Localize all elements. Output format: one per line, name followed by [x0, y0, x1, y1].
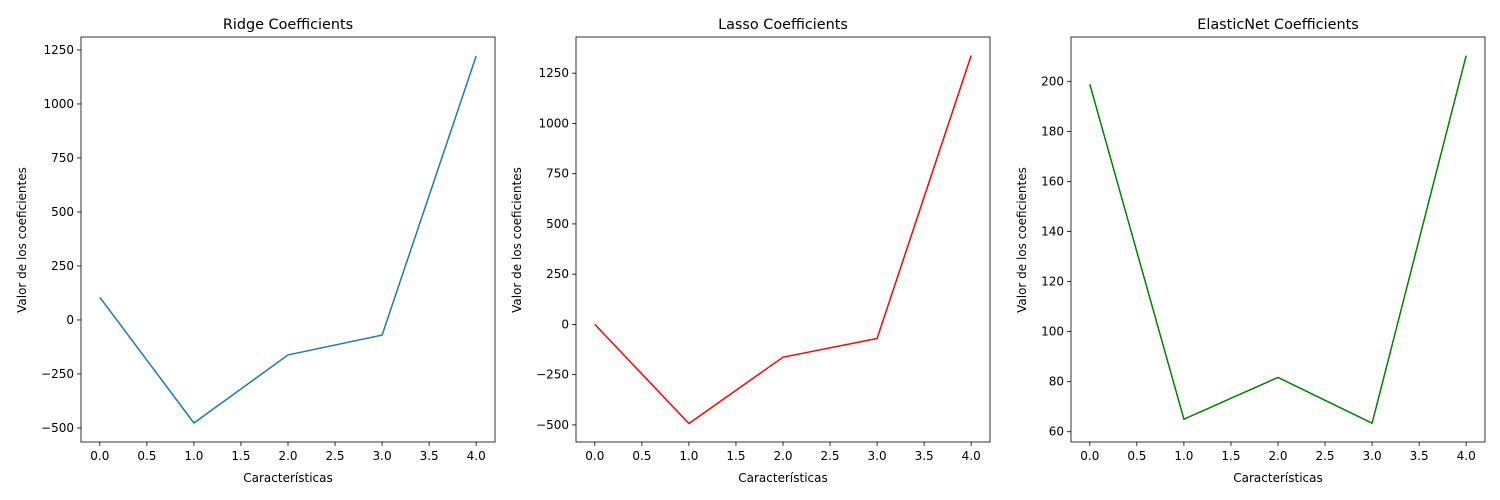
- lasso-y-tick-label: −500: [536, 418, 569, 432]
- elasticnet-x-tick-label: 3.5: [1410, 449, 1429, 463]
- elasticnet-y-tick-label: 180: [1041, 124, 1064, 138]
- ridge-y-tick-label: 0: [66, 313, 74, 327]
- lasso-title: Lasso Coefficients: [718, 17, 848, 33]
- elasticnet-x-tick-label: 1.0: [1174, 449, 1193, 463]
- ridge-x-tick-label: 4.0: [467, 449, 486, 463]
- lasso-x-tick-label: 0.5: [632, 449, 651, 463]
- ridge-title: Ridge Coefficients: [223, 17, 353, 33]
- lasso-x-axis-label: Características: [738, 471, 827, 485]
- elasticnet-x-axis-label: Características: [1233, 471, 1322, 485]
- elasticnet-x-tick-label: 0.5: [1127, 449, 1146, 463]
- ridge-x-axis-label: Características: [243, 471, 332, 485]
- ridge-x-tick-label: 3.0: [373, 449, 392, 463]
- elasticnet-y-tick-label: 140: [1041, 224, 1064, 238]
- elasticnet-y-tick-label: 60: [1049, 425, 1064, 439]
- lasso-panel: Lasso Coefficients Características Valor…: [510, 17, 991, 485]
- lasso-y-tick-label: 250: [546, 267, 569, 281]
- ridge-y-axis-label: Valor de los coeficientes: [15, 167, 29, 313]
- lasso-x-tick-label: 3.5: [915, 449, 934, 463]
- ridge-x-tick-label: 2.5: [325, 449, 344, 463]
- lasso-y-tick-label: 1250: [538, 66, 569, 80]
- elasticnet-x-tick-label: 4.0: [1457, 449, 1476, 463]
- elasticnet-x-tick-label: 0.0: [1080, 449, 1099, 463]
- lasso-series-line: [594, 55, 972, 425]
- lasso-x-tick-label: 4.0: [962, 449, 981, 463]
- lasso-x-tick-label: 2.5: [820, 449, 839, 463]
- lasso-x-tick-label: 2.0: [773, 449, 792, 463]
- lasso-x-tick-label: 0.0: [585, 449, 604, 463]
- ridge-x-tick-label: 0.5: [137, 449, 156, 463]
- ridge-y-tick-label: 750: [51, 151, 74, 165]
- elasticnet-series-line: [1089, 55, 1467, 424]
- elasticnet-title: ElasticNet Coefficients: [1197, 17, 1358, 33]
- lasso-y-tick-label: 0: [561, 317, 569, 331]
- lasso-x-tick-label: 3.0: [868, 449, 887, 463]
- ridge-x-tick-label: 2.0: [278, 449, 297, 463]
- elasticnet-y-tick-label: 100: [1041, 325, 1064, 339]
- ridge-x-tick-label: 3.5: [420, 449, 439, 463]
- elasticnet-x-tick-label: 2.5: [1315, 449, 1334, 463]
- elasticnet-y-tick-label: 120: [1041, 275, 1064, 289]
- elasticnet-x-tick-label: 1.5: [1221, 449, 1240, 463]
- ridge-y-tick-label: −500: [41, 421, 74, 435]
- ridge-x-tick-label: 0.0: [90, 449, 109, 463]
- ridge-plot-frame: [80, 36, 496, 443]
- ridge-y-tick-label: 1000: [43, 97, 74, 111]
- ridge-y-tick-label: −250: [41, 367, 74, 381]
- ridge-y-tick-label: 1250: [43, 43, 74, 57]
- lasso-y-tick-label: 500: [546, 217, 569, 231]
- ridge-panel: Ridge Coefficients Características Valor…: [15, 17, 496, 485]
- ridge-y-tick-label: 250: [51, 259, 74, 273]
- ridge-series-line: [99, 55, 477, 424]
- lasso-y-axis-label: Valor de los coeficientes: [510, 167, 524, 313]
- elasticnet-y-tick-label: 80: [1049, 375, 1064, 389]
- elasticnet-y-axis-label: Valor de los coeficientes: [1015, 167, 1029, 313]
- elasticnet-panel: ElasticNet Coefficients Características …: [1015, 17, 1486, 485]
- ridge-y-tick-label: 500: [51, 205, 74, 219]
- ridge-x-tick-label: 1.0: [184, 449, 203, 463]
- elasticnet-y-tick-label: 200: [1041, 74, 1064, 88]
- ridge-x-tick-label: 1.5: [231, 449, 250, 463]
- lasso-y-tick-label: −250: [536, 368, 569, 382]
- lasso-x-tick-label: 1.0: [679, 449, 698, 463]
- lasso-y-tick-label: 750: [546, 167, 569, 181]
- ridge-ticks: 0.0 0.5 1.0 1.5 2.0 2.5 3.0 3.5 4.0 −500 −250 0 250 5…: [41, 43, 486, 463]
- elasticnet-ticks: 0.0 0.5 1.0 1.5 2.0 2.5 3.0 3.5 4.0 60 80 100 120 140…: [1041, 74, 1476, 463]
- lasso-y-tick-label: 1000: [538, 116, 569, 130]
- lasso-ticks: 0.0 0.5 1.0 1.5 2.0 2.5 3.0 3.5 4.0 −500 −250 0 250 5…: [536, 66, 981, 463]
- elasticnet-x-tick-label: 3.0: [1363, 449, 1382, 463]
- elasticnet-y-tick-label: 160: [1041, 174, 1064, 188]
- elasticnet-x-tick-label: 2.0: [1268, 449, 1287, 463]
- elasticnet-plot-frame: [1070, 36, 1486, 443]
- lasso-plot-frame: [575, 36, 991, 443]
- lasso-x-tick-label: 1.5: [726, 449, 745, 463]
